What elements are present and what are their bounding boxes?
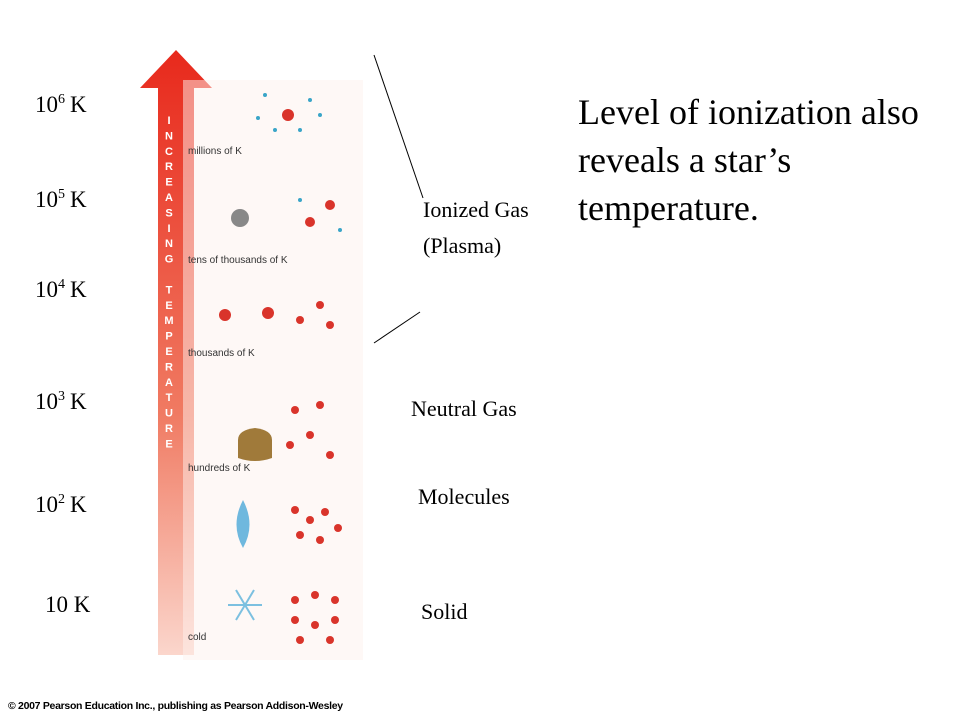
state-label: Solid: [421, 599, 468, 624]
base: 10: [45, 592, 68, 617]
panel-strip: [183, 80, 363, 660]
temperature-label: 106 K: [35, 92, 87, 118]
exponent: 5: [58, 187, 65, 202]
panel-label: tens of thousands of K: [188, 255, 288, 266]
exponent: 4: [58, 277, 65, 292]
unit: K: [70, 277, 87, 302]
bracket-line: [373, 311, 421, 344]
exponent: 3: [58, 389, 65, 404]
gas-particles: [219, 301, 334, 459]
exponent: 6: [58, 92, 65, 107]
panel-label: hundreds of K: [188, 463, 251, 474]
unit: K: [73, 592, 91, 617]
heading: Level of ionization also reveals a star’…: [578, 92, 919, 228]
base: 10: [35, 277, 58, 302]
panel-label: thousands of K: [188, 348, 255, 359]
bracket-line: [373, 54, 424, 199]
temperature-label: 104 K: [35, 277, 87, 303]
unit: K: [70, 92, 87, 117]
base: 10: [35, 187, 58, 212]
temperature-label: 10 K: [45, 592, 90, 618]
panel-label: millions of K: [188, 146, 242, 157]
droplet-icon: [236, 500, 250, 548]
arrow-label: INCREASING TEMPERATURE: [163, 115, 175, 454]
exponent: 2: [58, 492, 65, 507]
pot-icon: [238, 428, 272, 461]
temperature-label: 102 K: [35, 492, 87, 518]
base: 10: [35, 92, 58, 117]
temperature-label: 103 K: [35, 389, 87, 415]
unit: K: [70, 492, 87, 517]
unit: K: [70, 187, 87, 212]
temperature-label: 105 K: [35, 187, 87, 213]
unit: K: [70, 389, 87, 414]
snowflake-icon: [228, 589, 262, 621]
footer: © 2007 Pearson Education Inc., publishin…: [8, 700, 343, 712]
state-label: Molecules: [418, 484, 510, 509]
base: 10: [35, 492, 58, 517]
plasma-particles: [231, 93, 342, 232]
state-label: Ionized Gas (Plasma): [423, 197, 529, 258]
state-label: Neutral Gas: [411, 396, 517, 421]
base: 10: [35, 389, 58, 414]
panel-label: cold: [188, 632, 207, 643]
molecule-particles: [291, 506, 342, 644]
